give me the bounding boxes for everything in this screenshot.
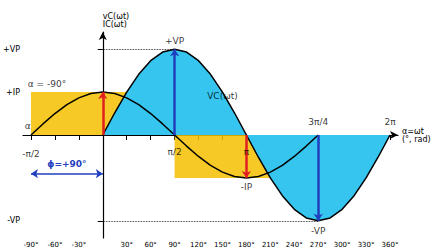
svg-text:180°: 180° [238,241,255,248]
svg-text:α=ωt: α=ωt [402,126,424,136]
svg-text:vC(ωt): vC(ωt) [102,11,130,21]
svg-text:150°: 150° [214,241,231,248]
svg-text:-π/2: -π/2 [22,149,39,159]
svg-text:360°: 360° [382,241,399,248]
svg-text:IC(ωt): IC(ωt) [103,20,127,29]
svg-text:-VP: -VP [7,216,20,225]
svg-text:+VP: +VP [165,36,185,46]
svg-text:3π/4: 3π/4 [308,117,328,127]
svg-text:-IP: -IP [241,182,253,192]
svg-text:120°: 120° [190,241,207,248]
svg-text:240°: 240° [286,241,303,248]
svg-text:π/2: π/2 [168,147,182,157]
svg-text:2π: 2π [384,117,396,127]
svg-text:(°, rad): (°, rad) [402,135,431,144]
svg-text:210°: 210° [262,241,279,248]
svg-text:30°: 30° [121,241,133,248]
svg-text:π: π [244,147,250,157]
svg-text:+IP: +IP [6,88,20,97]
svg-text:-60°: -60° [47,241,62,248]
svg-text:-VP: -VP [311,226,326,236]
svg-text:α = -90°: α = -90° [28,79,66,89]
svg-text:270°: 270° [310,241,327,248]
svg-text:α: α [25,121,31,131]
svg-text:60°: 60° [144,241,156,248]
svg-text:+VP: +VP [3,45,20,54]
svg-text:VC(ωt): VC(ωt) [207,91,238,101]
svg-text:-90°: -90° [24,241,39,248]
svg-text:90°: 90° [168,241,180,248]
svg-text:-30°: -30° [71,241,86,248]
svg-text:ϕ=+90°: ϕ=+90° [47,159,86,169]
svg-text:330°: 330° [358,241,375,248]
svg-text:300°: 300° [334,241,351,248]
